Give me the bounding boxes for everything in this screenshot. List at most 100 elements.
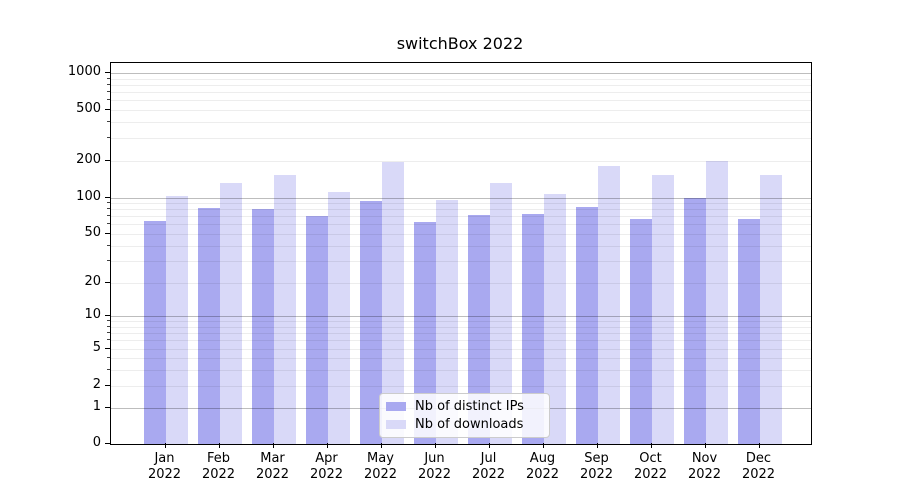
minor-gridline-3 bbox=[111, 369, 811, 371]
minor-gridline-700 bbox=[111, 92, 811, 94]
y-minor-tick-mark-3 bbox=[107, 368, 110, 370]
x-tick-mark-dec bbox=[758, 443, 760, 448]
minor-gridline-800 bbox=[111, 84, 811, 86]
y-tick-label-200: 200 bbox=[76, 152, 101, 167]
minor-gridline-300 bbox=[111, 138, 811, 140]
y-minor-tick-mark-5 bbox=[107, 348, 110, 349]
y-tick-label-100: 100 bbox=[76, 188, 101, 204]
minor-gridline-6 bbox=[111, 340, 811, 342]
y-minor-tick-mark-20 bbox=[107, 282, 110, 283]
y-minor-tick-mark-2 bbox=[107, 385, 110, 386]
x-tick-label-line: 2022 bbox=[687, 467, 722, 482]
grid-layer bbox=[111, 63, 811, 444]
legend-swatch-downloads bbox=[386, 419, 406, 429]
y-minor-tick-mark-6 bbox=[107, 339, 110, 341]
x-tick-mark-oct bbox=[650, 443, 652, 448]
x-tick-label-line: Aug bbox=[529, 451, 556, 466]
minor-gridline-40 bbox=[111, 245, 811, 247]
bar-oct-distinct-ips bbox=[629, 219, 652, 444]
legend: Nb of distinct IPs Nb of downloads bbox=[379, 393, 550, 438]
x-tick-label-line: Dec bbox=[745, 451, 772, 466]
x-tick-label-line: May bbox=[367, 451, 394, 466]
minor-gridline-90 bbox=[111, 203, 811, 205]
y-minor-tick-mark-7 bbox=[107, 331, 110, 333]
y-tick-mark-10 bbox=[105, 315, 110, 316]
x-tick-label-feb: Feb 2022 bbox=[191, 451, 247, 483]
minor-gridline-2 bbox=[111, 386, 811, 387]
bar-jul-downloads bbox=[489, 183, 512, 444]
minor-gridline-200 bbox=[111, 161, 811, 162]
y-minor-tick-mark-200 bbox=[107, 160, 110, 161]
x-tick-mark-feb bbox=[218, 443, 220, 448]
bar-mar-downloads bbox=[273, 174, 296, 444]
legend-item-distinct-ips: Nb of distinct IPs bbox=[386, 399, 541, 414]
y-tick-mark-1000 bbox=[105, 72, 110, 73]
y-minor-tick-mark-9 bbox=[107, 320, 110, 322]
bar-aug-downloads bbox=[543, 194, 566, 444]
major-gridline-10 bbox=[111, 316, 811, 317]
x-tick-label-oct: Oct 2022 bbox=[623, 451, 679, 483]
major-gridline-1000 bbox=[111, 73, 811, 74]
bar-apr-downloads bbox=[327, 192, 350, 444]
x-tick-label-jun: Jun 2022 bbox=[407, 451, 463, 483]
minor-gridline-80 bbox=[111, 209, 811, 211]
minor-gridline-500 bbox=[111, 110, 811, 111]
bar-sep-downloads bbox=[597, 165, 620, 444]
y-minor-tick-mark-4 bbox=[107, 357, 110, 358]
y-minor-tick-mark-800 bbox=[107, 83, 110, 85]
y-tick-label-50: 50 bbox=[84, 225, 101, 240]
y-tick-label-1: 1 bbox=[92, 399, 101, 414]
x-tick-label-mar: Mar 2022 bbox=[245, 451, 301, 483]
x-tick-mark-jul bbox=[488, 443, 490, 448]
minor-gridline-8 bbox=[111, 326, 811, 328]
x-tick-mark-sep bbox=[596, 443, 598, 448]
y-minor-tick-mark-30 bbox=[107, 260, 110, 262]
y-minor-tick-mark-900 bbox=[107, 77, 110, 79]
x-tick-label-line: 2022 bbox=[525, 467, 560, 482]
bar-dec-downloads bbox=[759, 175, 782, 444]
x-tick-label-line: Jul bbox=[480, 451, 497, 466]
x-tick-label-line: Sep bbox=[584, 451, 609, 466]
x-tick-mark-apr bbox=[326, 443, 328, 448]
x-tick-label-line: 2022 bbox=[147, 467, 182, 482]
bar-dec-distinct-ips bbox=[737, 218, 760, 444]
minor-gridline-5 bbox=[111, 349, 811, 350]
legend-item-downloads: Nb of downloads bbox=[386, 417, 541, 432]
bar-sep-distinct-ips bbox=[575, 206, 598, 444]
x-tick-label-line: 2022 bbox=[633, 467, 668, 482]
bar-jun-downloads bbox=[435, 200, 458, 444]
y-minor-tick-mark-90 bbox=[107, 202, 110, 204]
bar-mar-distinct-ips bbox=[251, 209, 274, 444]
x-tick-mark-may bbox=[380, 443, 382, 448]
minor-gridline-60 bbox=[111, 224, 811, 226]
y-minor-tick-mark-8 bbox=[107, 325, 110, 327]
minor-gridline-4 bbox=[111, 358, 811, 359]
y-tick-mark-1 bbox=[105, 407, 110, 408]
y-tick-label-1000: 1000 bbox=[67, 64, 101, 79]
bar-aug-distinct-ips bbox=[521, 214, 544, 444]
legend-label-distinct-ips: Nb of distinct IPs bbox=[415, 399, 524, 415]
y-minor-tick-mark-70 bbox=[107, 215, 110, 217]
legend-label-downloads: Nb of downloads bbox=[415, 416, 524, 432]
bars-layer bbox=[111, 63, 811, 444]
y-minor-tick-mark-60 bbox=[107, 223, 110, 225]
bar-jun-distinct-ips bbox=[413, 221, 436, 444]
x-tick-label-line: Oct bbox=[639, 451, 662, 466]
x-tick-label-may: May 2022 bbox=[353, 451, 409, 483]
bar-oct-downloads bbox=[651, 174, 674, 444]
y-tick-label-500: 500 bbox=[76, 101, 101, 116]
minor-gridline-30 bbox=[111, 261, 811, 263]
bar-nov-distinct-ips bbox=[683, 197, 706, 444]
x-tick-mark-jun bbox=[434, 443, 436, 448]
x-tick-label-line: Apr bbox=[315, 451, 338, 466]
minor-gridline-7 bbox=[111, 332, 811, 334]
x-tick-label-jan: Jan 2022 bbox=[137, 451, 193, 483]
x-tick-mark-jan bbox=[164, 443, 166, 448]
chart-title: switchBox 2022 bbox=[396, 34, 524, 53]
y-minor-tick-mark-700 bbox=[107, 91, 110, 93]
minor-gridline-900 bbox=[111, 78, 811, 80]
minor-gridline-50 bbox=[111, 234, 811, 235]
minor-gridline-600 bbox=[111, 100, 811, 102]
x-tick-label-line: Jan bbox=[154, 451, 175, 466]
